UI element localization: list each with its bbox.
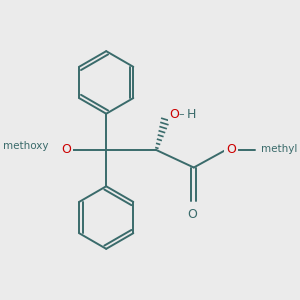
Text: methoxy: methoxy (3, 141, 49, 151)
Text: O: O (169, 108, 179, 121)
Text: H: H (187, 108, 196, 121)
Text: methyl: methyl (261, 144, 298, 154)
Text: O: O (188, 208, 197, 220)
Text: O: O (226, 143, 236, 156)
Text: –: – (179, 109, 184, 119)
Text: O: O (61, 143, 71, 156)
